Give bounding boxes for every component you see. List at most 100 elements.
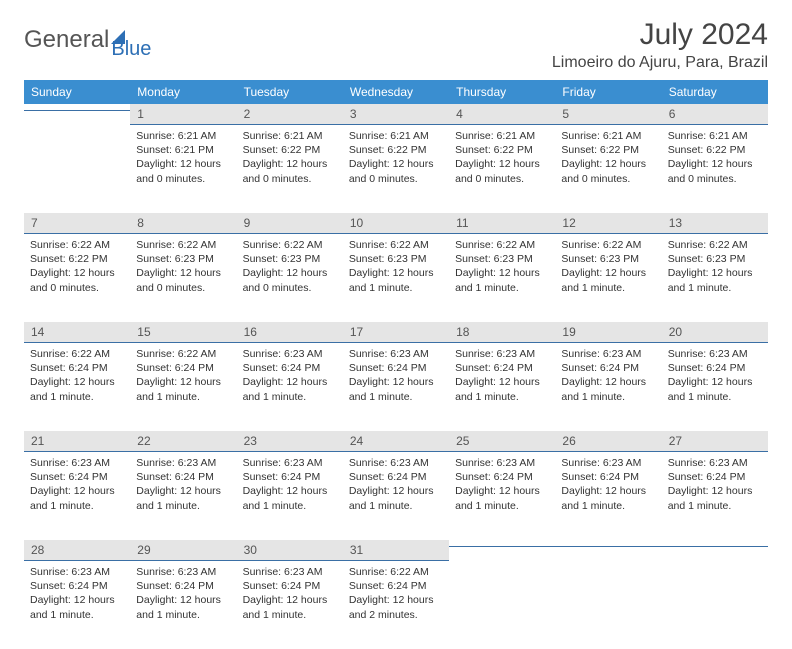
- sunrise-line: Sunrise: 6:22 AM: [136, 347, 230, 361]
- day-cell-body: Sunrise: 6:22 AMSunset: 6:22 PMDaylight:…: [24, 234, 130, 301]
- day-cell: Sunrise: 6:23 AMSunset: 6:24 PMDaylight:…: [449, 343, 555, 431]
- day-number: 6: [662, 104, 768, 125]
- daylight-line: Daylight: 12 hours and 1 minute.: [243, 593, 337, 621]
- sunset-line: Sunset: 6:24 PM: [349, 361, 443, 375]
- day-cell-body: Sunrise: 6:22 AMSunset: 6:23 PMDaylight:…: [343, 234, 449, 301]
- sunset-line: Sunset: 6:24 PM: [30, 361, 124, 375]
- header: General Blue July 2024 Limoeiro do Ajuru…: [24, 18, 768, 72]
- weekday-header: Saturday: [662, 80, 768, 104]
- sunrise-line: Sunrise: 6:23 AM: [243, 456, 337, 470]
- sunrise-line: Sunrise: 6:21 AM: [561, 129, 655, 143]
- logo-text-blue: Blue: [111, 38, 151, 61]
- day-number: 19: [555, 322, 661, 343]
- day-cell: [449, 561, 555, 649]
- day-cell: Sunrise: 6:22 AMSunset: 6:23 PMDaylight:…: [130, 234, 236, 322]
- day-cell: Sunrise: 6:22 AMSunset: 6:23 PMDaylight:…: [343, 234, 449, 322]
- sunset-line: Sunset: 6:24 PM: [30, 579, 124, 593]
- daylight-line: Daylight: 12 hours and 1 minute.: [349, 375, 443, 403]
- day-cell-body: Sunrise: 6:23 AMSunset: 6:24 PMDaylight:…: [237, 561, 343, 628]
- day-cell: Sunrise: 6:23 AMSunset: 6:24 PMDaylight:…: [343, 343, 449, 431]
- day-cell-body: [24, 125, 130, 135]
- day-body-row: Sunrise: 6:23 AMSunset: 6:24 PMDaylight:…: [24, 561, 768, 649]
- day-number: 14: [24, 322, 130, 343]
- daylight-line: Daylight: 12 hours and 0 minutes.: [30, 266, 124, 294]
- day-cell-body: Sunrise: 6:23 AMSunset: 6:24 PMDaylight:…: [130, 452, 236, 519]
- sunset-line: Sunset: 6:24 PM: [243, 579, 337, 593]
- day-cell: Sunrise: 6:22 AMSunset: 6:24 PMDaylight:…: [343, 561, 449, 649]
- day-number: 7: [24, 213, 130, 234]
- day-cell: Sunrise: 6:21 AMSunset: 6:22 PMDaylight:…: [343, 125, 449, 213]
- logo-text-general: General: [24, 26, 109, 54]
- sunset-line: Sunset: 6:24 PM: [668, 361, 762, 375]
- day-cell: Sunrise: 6:23 AMSunset: 6:24 PMDaylight:…: [662, 343, 768, 431]
- sunset-line: Sunset: 6:22 PM: [30, 252, 124, 266]
- day-cell: Sunrise: 6:21 AMSunset: 6:22 PMDaylight:…: [662, 125, 768, 213]
- sunrise-line: Sunrise: 6:23 AM: [455, 347, 549, 361]
- sunrise-line: Sunrise: 6:23 AM: [668, 347, 762, 361]
- day-cell-body: Sunrise: 6:21 AMSunset: 6:22 PMDaylight:…: [449, 125, 555, 192]
- sunrise-line: Sunrise: 6:21 AM: [668, 129, 762, 143]
- sunset-line: Sunset: 6:23 PM: [668, 252, 762, 266]
- day-cell: Sunrise: 6:23 AMSunset: 6:24 PMDaylight:…: [237, 452, 343, 540]
- day-cell-body: Sunrise: 6:21 AMSunset: 6:22 PMDaylight:…: [343, 125, 449, 192]
- day-number: [449, 540, 555, 547]
- day-number: 4: [449, 104, 555, 125]
- day-cell: Sunrise: 6:21 AMSunset: 6:22 PMDaylight:…: [237, 125, 343, 213]
- daylight-line: Daylight: 12 hours and 1 minute.: [136, 593, 230, 621]
- sunrise-line: Sunrise: 6:22 AM: [668, 238, 762, 252]
- day-number: 3: [343, 104, 449, 125]
- sunrise-line: Sunrise: 6:23 AM: [561, 456, 655, 470]
- day-cell: Sunrise: 6:23 AMSunset: 6:24 PMDaylight:…: [555, 343, 661, 431]
- sunrise-line: Sunrise: 6:23 AM: [668, 456, 762, 470]
- day-number: 1: [130, 104, 236, 125]
- day-cell: [24, 125, 130, 213]
- daylight-line: Daylight: 12 hours and 1 minute.: [30, 593, 124, 621]
- day-cell-body: Sunrise: 6:22 AMSunset: 6:23 PMDaylight:…: [237, 234, 343, 301]
- sunrise-line: Sunrise: 6:23 AM: [136, 456, 230, 470]
- day-cell-body: Sunrise: 6:23 AMSunset: 6:24 PMDaylight:…: [662, 452, 768, 519]
- day-cell: Sunrise: 6:21 AMSunset: 6:21 PMDaylight:…: [130, 125, 236, 213]
- day-cell: [555, 561, 661, 649]
- daylight-line: Daylight: 12 hours and 0 minutes.: [243, 157, 337, 185]
- sunset-line: Sunset: 6:24 PM: [243, 470, 337, 484]
- day-cell: Sunrise: 6:22 AMSunset: 6:22 PMDaylight:…: [24, 234, 130, 322]
- day-cell: Sunrise: 6:21 AMSunset: 6:22 PMDaylight:…: [555, 125, 661, 213]
- day-cell-body: Sunrise: 6:23 AMSunset: 6:24 PMDaylight:…: [555, 343, 661, 410]
- day-cell-body: [555, 561, 661, 571]
- day-number: 2: [237, 104, 343, 125]
- day-number: 11: [449, 213, 555, 234]
- sunrise-line: Sunrise: 6:23 AM: [30, 456, 124, 470]
- sunrise-line: Sunrise: 6:23 AM: [349, 456, 443, 470]
- sunset-line: Sunset: 6:22 PM: [561, 143, 655, 157]
- day-cell: Sunrise: 6:21 AMSunset: 6:22 PMDaylight:…: [449, 125, 555, 213]
- day-number: 23: [237, 431, 343, 452]
- sunset-line: Sunset: 6:23 PM: [561, 252, 655, 266]
- weekday-header: Thursday: [449, 80, 555, 104]
- sunrise-line: Sunrise: 6:23 AM: [561, 347, 655, 361]
- day-number: 13: [662, 213, 768, 234]
- day-cell-body: Sunrise: 6:22 AMSunset: 6:24 PMDaylight:…: [130, 343, 236, 410]
- daylight-line: Daylight: 12 hours and 1 minute.: [30, 484, 124, 512]
- sunset-line: Sunset: 6:23 PM: [136, 252, 230, 266]
- daylight-line: Daylight: 12 hours and 1 minute.: [668, 266, 762, 294]
- sunset-line: Sunset: 6:24 PM: [30, 470, 124, 484]
- day-cell-body: Sunrise: 6:23 AMSunset: 6:24 PMDaylight:…: [662, 343, 768, 410]
- day-number: 16: [237, 322, 343, 343]
- sunset-line: Sunset: 6:24 PM: [561, 470, 655, 484]
- day-cell-body: Sunrise: 6:23 AMSunset: 6:24 PMDaylight:…: [24, 452, 130, 519]
- sunset-line: Sunset: 6:21 PM: [136, 143, 230, 157]
- day-cell-body: Sunrise: 6:23 AMSunset: 6:24 PMDaylight:…: [449, 452, 555, 519]
- day-cell-body: Sunrise: 6:22 AMSunset: 6:23 PMDaylight:…: [130, 234, 236, 301]
- day-cell-body: [662, 561, 768, 571]
- daylight-line: Daylight: 12 hours and 0 minutes.: [136, 157, 230, 185]
- weekday-header: Monday: [130, 80, 236, 104]
- daylight-line: Daylight: 12 hours and 0 minutes.: [349, 157, 443, 185]
- sunset-line: Sunset: 6:23 PM: [243, 252, 337, 266]
- title-block: July 2024 Limoeiro do Ajuru, Para, Brazi…: [552, 18, 768, 72]
- day-number: 29: [130, 540, 236, 561]
- daylight-line: Daylight: 12 hours and 1 minute.: [455, 266, 549, 294]
- location-label: Limoeiro do Ajuru, Para, Brazil: [552, 54, 768, 72]
- sunrise-line: Sunrise: 6:21 AM: [243, 129, 337, 143]
- day-cell: Sunrise: 6:23 AMSunset: 6:24 PMDaylight:…: [237, 343, 343, 431]
- sunset-line: Sunset: 6:23 PM: [455, 252, 549, 266]
